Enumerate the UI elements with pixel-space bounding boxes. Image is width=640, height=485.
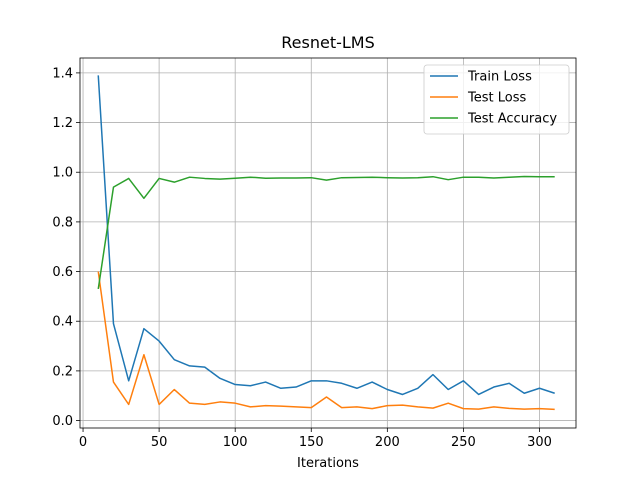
train-loss-line bbox=[97, 75, 555, 396]
legend-label-test-loss: Test Loss bbox=[467, 91, 526, 106]
test-loss-line bbox=[97, 271, 555, 411]
chart-title: Resnet-LMS bbox=[281, 33, 374, 52]
x-tick-label: 200 bbox=[375, 435, 400, 450]
x-tick-label: 100 bbox=[223, 435, 248, 450]
x-tick-label: 0 bbox=[79, 435, 87, 450]
y-tick-label: 0.2 bbox=[52, 364, 73, 379]
legend-label-test-accuracy: Test Accuracy bbox=[467, 112, 557, 127]
y-tick-label: 0.8 bbox=[52, 215, 73, 230]
legend-label-train-loss: Train Loss bbox=[467, 70, 532, 85]
y-tick-label: 0.0 bbox=[52, 414, 73, 429]
y-axis: 0.0 0.2 0.4 0.6 0.8 1.0 1.2 1.4 bbox=[52, 66, 80, 429]
x-tick-label: 300 bbox=[527, 435, 552, 450]
grid bbox=[80, 58, 576, 428]
x-axis: 0 50 100 150 200 250 300 bbox=[79, 428, 552, 450]
test-accuracy-line bbox=[97, 175, 555, 290]
x-axis-label: Iterations bbox=[297, 456, 359, 471]
y-tick-label: 1.0 bbox=[52, 166, 73, 181]
y-tick-label: 0.6 bbox=[52, 265, 73, 280]
x-tick-label: 150 bbox=[299, 435, 324, 450]
y-tick-label: 0.4 bbox=[52, 315, 73, 330]
plot-frame bbox=[79, 57, 577, 429]
x-tick-label: 250 bbox=[451, 435, 476, 450]
y-tick-label: 1.2 bbox=[52, 116, 73, 131]
legend-box bbox=[423, 64, 570, 135]
series-layer bbox=[97, 75, 555, 411]
legend: Train Loss Test Loss Test Accuracy bbox=[423, 64, 570, 135]
y-tick-label: 1.4 bbox=[52, 66, 73, 81]
x-tick-label: 50 bbox=[151, 435, 168, 450]
